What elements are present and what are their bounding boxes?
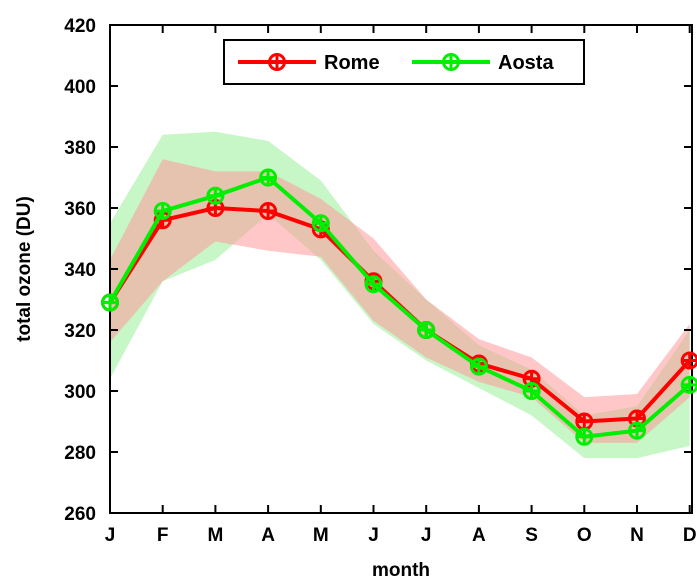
x-tick-label: A (472, 525, 486, 546)
x-tick-label: O (577, 525, 592, 546)
y-tick-label: 400 (64, 77, 96, 98)
x-tick-label: F (157, 525, 169, 546)
y-tick-label: 260 (64, 504, 96, 525)
y-axis-title: total ozone (DU) (14, 196, 35, 342)
y-tick-label: 380 (64, 138, 96, 159)
x-tick-label: J (368, 525, 379, 546)
x-tick-label: A (261, 525, 275, 546)
y-tick-label: 420 (64, 16, 96, 37)
series-lines (101, 168, 697, 446)
y-tick-label: 340 (64, 260, 96, 281)
x-tick-label: M (313, 525, 329, 546)
y-tick-label: 280 (64, 443, 96, 464)
x-tick-label: M (207, 525, 223, 546)
uncertainty-bands (110, 131, 690, 459)
x-axis-title: month (372, 560, 430, 580)
x-tick-label: S (525, 525, 538, 546)
x-tick-label: J (105, 525, 116, 546)
x-tick-label: J (421, 525, 432, 546)
y-tick-label: 320 (64, 321, 96, 342)
band-rome (110, 159, 690, 443)
legend: Rome Aosta (223, 39, 585, 85)
legend-label-rome: Rome (324, 52, 380, 74)
y-tick-label: 300 (64, 382, 96, 403)
legend-label-aosta: Aosta (498, 52, 554, 74)
y-tick-label: 360 (64, 199, 96, 220)
x-tick-label: D (683, 525, 697, 546)
axis-ticks: 260 280 300 320 340 360 380 400 420 J F M A M J J A S O N D (64, 16, 696, 546)
x-tick-label: N (630, 525, 644, 546)
